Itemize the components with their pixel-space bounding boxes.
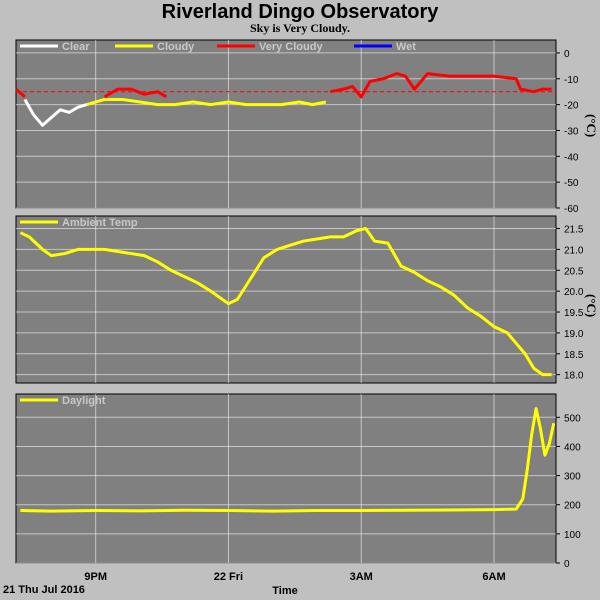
chart-title: Riverland Dingo Observatory — [161, 1, 439, 23]
x-tick-label: 22 Fri — [214, 571, 243, 583]
date-label: 21 Thu Jul 2016 — [3, 584, 85, 596]
x-tick-label: 6AM — [482, 571, 505, 583]
y-tick-label: -30 — [564, 126, 579, 137]
y-tick-label: 0 — [564, 559, 570, 570]
series-line-very-cloudy — [103, 87, 168, 99]
plot-area-0 — [15, 39, 557, 209]
series-line-very-cloudy — [329, 72, 552, 99]
series-line-clear — [23, 98, 88, 127]
series-line-daylight — [20, 407, 556, 513]
x-tick-label: 3AM — [350, 571, 373, 583]
legend-label: Ambient Temp — [62, 217, 138, 229]
cloud-y-axis-label: (°C) — [584, 114, 599, 138]
y-tick-label: 19.5 — [564, 308, 584, 319]
series-line-very-cloudy — [15, 87, 26, 98]
y-tick-label: -50 — [564, 178, 579, 189]
y-tick-label: 200 — [564, 501, 581, 512]
y-tick-label: -60 — [564, 204, 579, 215]
y-tick-label: 100 — [564, 530, 581, 541]
y-tick-label: -40 — [564, 152, 579, 163]
y-tick-label: 0 — [564, 49, 570, 60]
series-line-ambient-temp — [19, 227, 552, 377]
legend-label: Wet — [396, 41, 416, 53]
y-tick-label: 21.5 — [564, 225, 584, 236]
y-tick-label: 20.0 — [564, 287, 584, 298]
legend-label: Clear — [62, 41, 90, 53]
series-line-cloudy — [86, 97, 327, 107]
plot-area-1 — [15, 215, 557, 384]
y-tick-label: 400 — [564, 442, 581, 453]
y-tick-label: 18.0 — [564, 371, 584, 382]
plot-area-2 — [15, 393, 557, 564]
legend-label: Very Cloudy — [259, 41, 323, 53]
y-tick-label: 18.5 — [564, 350, 584, 361]
legend-label: Daylight — [62, 395, 106, 407]
sky-status: Sky is Very Cloudy. — [249, 21, 351, 35]
y-tick-label: 300 — [564, 472, 581, 483]
x-axis-label: Time — [272, 585, 297, 597]
y-tick-label: -10 — [564, 75, 579, 86]
temp-y-axis-label: (°C) — [584, 294, 599, 318]
y-tick-label: 20.5 — [564, 266, 584, 277]
legend-label: Cloudy — [157, 41, 195, 53]
y-tick-label: 21.0 — [564, 245, 584, 256]
x-tick-label: 9PM — [84, 571, 107, 583]
y-tick-label: 500 — [564, 413, 581, 424]
y-tick-label: -20 — [564, 101, 579, 112]
y-tick-label: 19.0 — [564, 329, 584, 340]
